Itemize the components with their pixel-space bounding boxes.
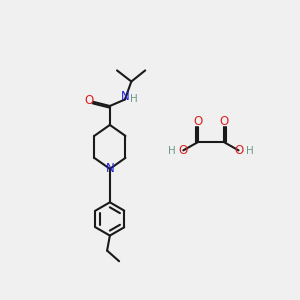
Text: O: O (193, 116, 202, 128)
Text: H: H (130, 94, 138, 104)
Text: H: H (168, 146, 176, 156)
Text: O: O (84, 94, 94, 107)
Text: H: H (246, 146, 254, 156)
Text: O: O (220, 116, 229, 128)
Text: O: O (178, 144, 188, 157)
Text: O: O (234, 144, 244, 157)
Text: N: N (106, 162, 114, 175)
Text: N: N (121, 90, 130, 103)
